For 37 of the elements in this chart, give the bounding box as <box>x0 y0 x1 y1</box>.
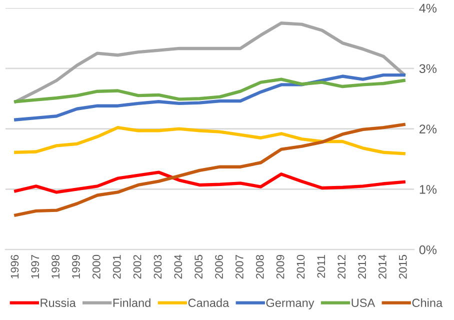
x-tick-label: 2012 <box>338 255 346 279</box>
y-tick-label: 3% <box>419 64 437 74</box>
x-tick-label: 2008 <box>256 254 264 279</box>
legend-label: Germany <box>266 298 314 310</box>
x-tick-label: 2003 <box>154 254 162 279</box>
x-tick-label: 2009 <box>276 254 284 279</box>
x-tick-label: 1999 <box>72 254 80 278</box>
x-tick-label: 2005 <box>194 254 203 279</box>
y-tick-label: 2% <box>420 124 437 134</box>
x-tick-label: 2000 <box>92 254 100 279</box>
line-series <box>14 122 406 217</box>
x-tick-label: 2006 <box>215 254 223 279</box>
legend-label: Finland <box>113 298 150 308</box>
x-tick-label: 2014 <box>378 254 386 279</box>
x-tick-label: 2007 <box>236 255 244 279</box>
x-tick-label: 2010 <box>296 254 305 279</box>
line-series <box>14 22 406 104</box>
x-tick-label: 1996 <box>10 254 19 278</box>
legend-label: China <box>412 298 443 308</box>
legend-label: Russia <box>40 298 76 308</box>
x-tick-label: 2004 <box>174 254 182 279</box>
x-tick-label: 2013 <box>358 254 366 279</box>
line-series <box>14 73 406 122</box>
line-series <box>14 126 406 156</box>
x-tick-label: 2015 <box>398 254 407 279</box>
legend-label: USA <box>352 298 376 308</box>
line-series <box>14 170 406 194</box>
x-tick-label: 1998 <box>52 254 60 278</box>
y-tick-label: 0% <box>419 245 437 254</box>
x-tick-label: 1997 <box>31 255 40 278</box>
x-tick-label: 2001 <box>112 255 121 279</box>
y-tick-label: 1% <box>420 185 437 194</box>
legend-label: Canada <box>188 298 230 308</box>
x-tick-label: 2002 <box>133 255 142 279</box>
line-series <box>14 78 406 104</box>
y-tick-label: 4% <box>419 4 437 13</box>
x-tick-label: 2011 <box>317 255 326 278</box>
